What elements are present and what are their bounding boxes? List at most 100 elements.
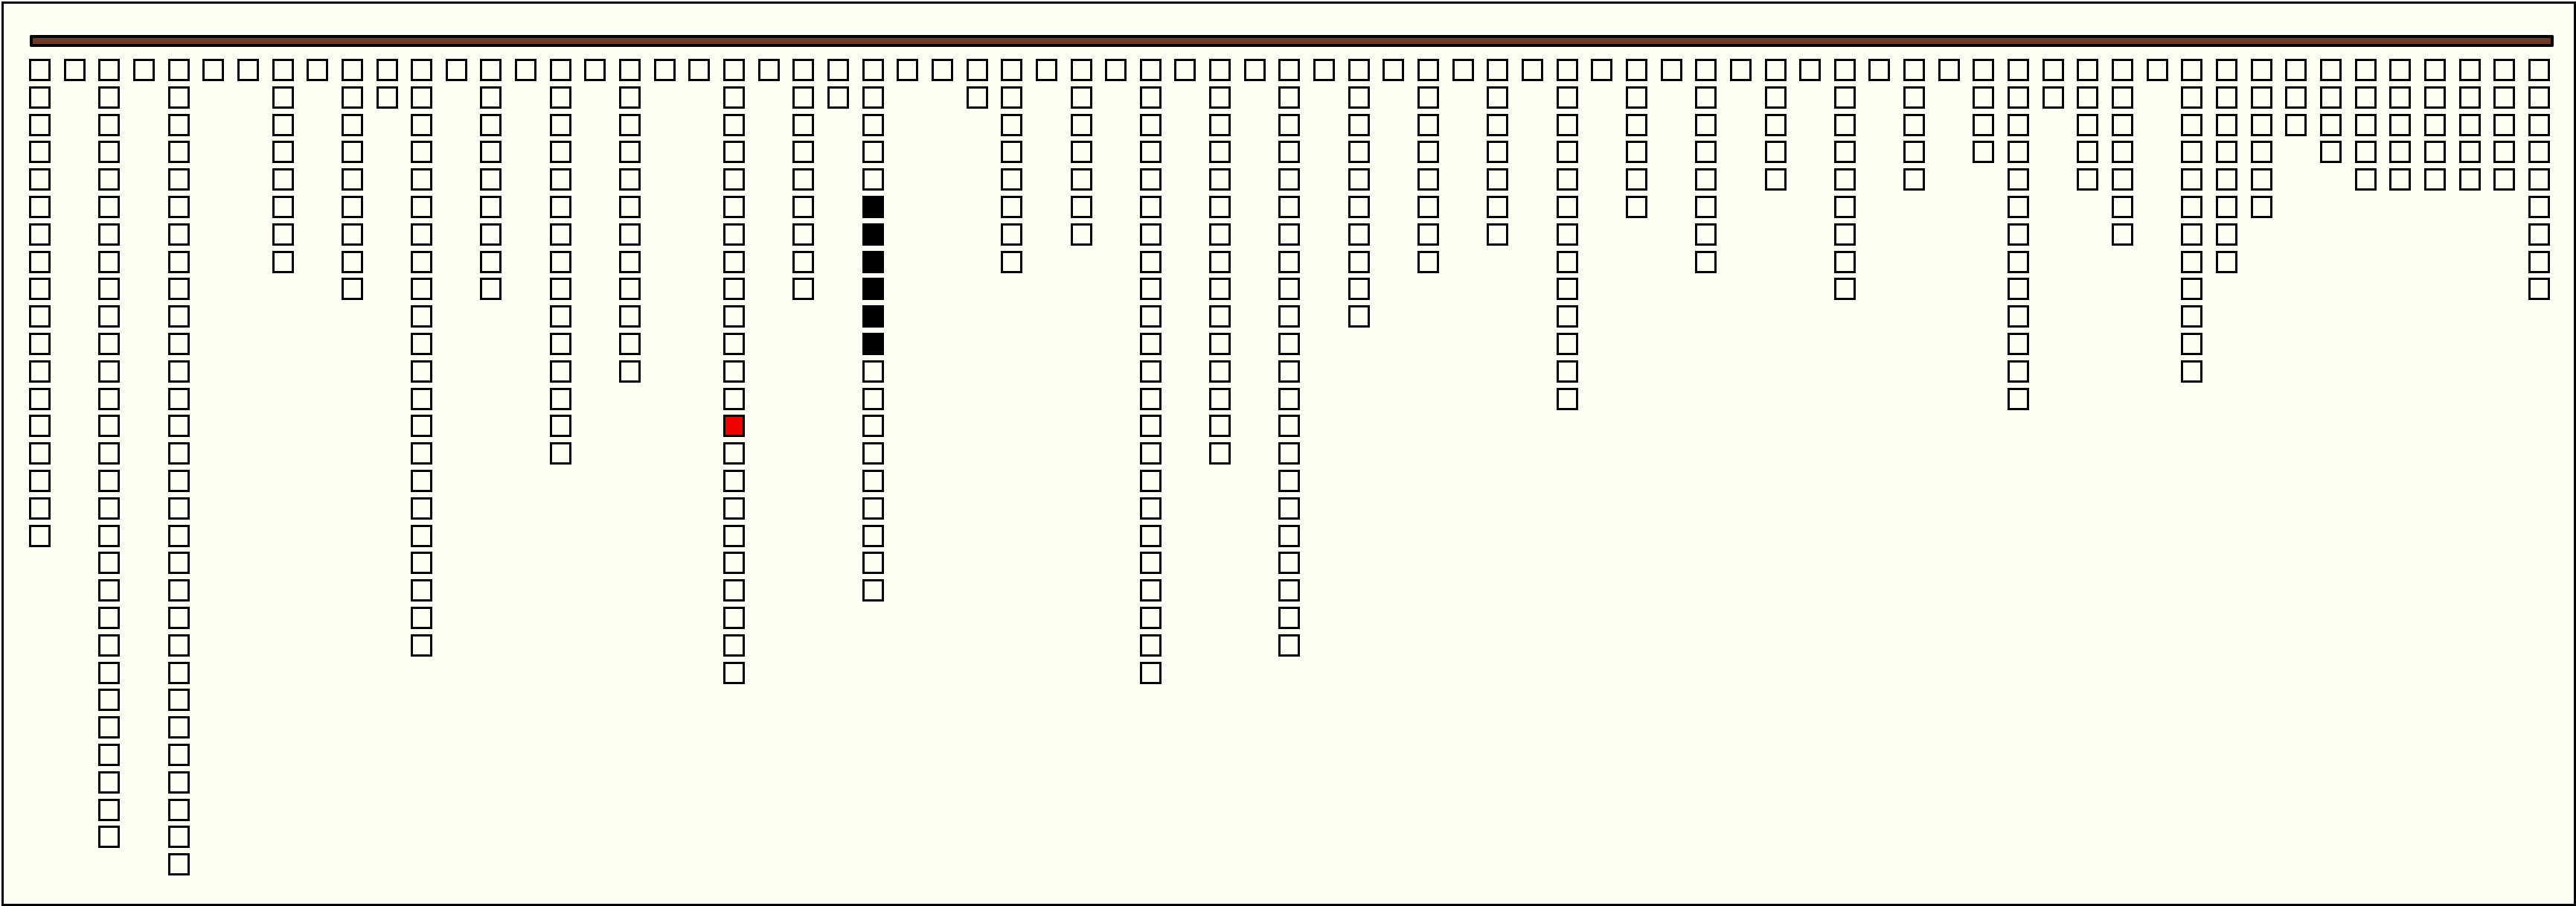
cell[interactable] [168, 415, 190, 437]
cell[interactable] [2216, 223, 2237, 246]
cell[interactable] [1348, 223, 1370, 246]
cell[interactable] [480, 59, 502, 81]
cell[interactable] [272, 59, 294, 81]
cell[interactable] [1557, 251, 1578, 273]
cell[interactable] [1140, 251, 1162, 273]
cell[interactable] [98, 223, 120, 246]
cell[interactable] [1626, 168, 1647, 191]
cell[interactable] [1487, 223, 1508, 246]
cell[interactable] [1140, 607, 1162, 629]
cell[interactable] [1001, 86, 1022, 109]
cell[interactable] [2112, 168, 2133, 191]
cell[interactable] [2528, 251, 2550, 273]
cell[interactable] [411, 114, 432, 136]
cell[interactable] [723, 223, 745, 246]
cell[interactable] [1417, 196, 1439, 218]
cell[interactable] [342, 59, 363, 81]
cell[interactable] [2528, 278, 2550, 300]
cell[interactable] [1799, 59, 1821, 81]
cell[interactable] [1140, 196, 1162, 218]
cell[interactable] [29, 114, 51, 136]
cell[interactable] [1036, 59, 1057, 81]
cell[interactable] [2181, 196, 2202, 218]
cell[interactable] [1071, 86, 1092, 109]
cell[interactable] [1209, 415, 1231, 437]
cell[interactable] [1417, 141, 1439, 163]
cell[interactable] [1452, 59, 1474, 81]
cell[interactable] [1765, 141, 1787, 163]
cell[interactable] [29, 470, 51, 492]
cell[interactable] [2077, 168, 2098, 191]
cell[interactable] [98, 196, 120, 218]
cell[interactable] [1834, 251, 1856, 273]
cell[interactable] [792, 168, 814, 191]
cell[interactable] [1001, 114, 1022, 136]
cell[interactable] [2320, 59, 2342, 81]
cell[interactable] [2424, 86, 2446, 109]
cell[interactable] [2077, 59, 2098, 81]
cell[interactable] [1557, 388, 1578, 410]
cell[interactable] [862, 579, 884, 602]
cell[interactable] [1140, 525, 1162, 547]
cell[interactable] [1278, 415, 1300, 437]
cell[interactable] [1903, 59, 1925, 81]
cell[interactable] [2528, 223, 2550, 246]
cell[interactable] [723, 168, 745, 191]
cell[interactable] [202, 59, 224, 81]
cell[interactable] [480, 278, 502, 300]
cell[interactable] [1417, 251, 1439, 273]
cell[interactable] [862, 552, 884, 574]
cell[interactable] [2459, 114, 2481, 136]
cell[interactable] [1140, 59, 1162, 81]
cell[interactable] [862, 59, 884, 81]
cell[interactable] [29, 223, 51, 246]
cell[interactable] [1001, 223, 1022, 246]
cell[interactable] [723, 497, 745, 520]
cell[interactable] [1209, 251, 1231, 273]
cell[interactable] [168, 853, 190, 875]
cell[interactable] [2216, 196, 2237, 218]
cell[interactable] [862, 168, 884, 191]
filled-cell[interactable] [862, 251, 884, 273]
cell[interactable] [1557, 278, 1578, 300]
cell[interactable] [98, 662, 120, 684]
cell[interactable] [862, 141, 884, 163]
cell[interactable] [411, 634, 432, 657]
cell[interactable] [98, 744, 120, 766]
cell[interactable] [98, 634, 120, 657]
cell[interactable] [2181, 114, 2202, 136]
cell[interactable] [550, 415, 571, 437]
cell[interactable] [1487, 114, 1508, 136]
cell[interactable] [411, 360, 432, 383]
cell[interactable] [2042, 59, 2064, 81]
cell[interactable] [2355, 114, 2377, 136]
cell[interactable] [2528, 86, 2550, 109]
cell[interactable] [654, 59, 676, 81]
filled-cell[interactable] [862, 196, 884, 218]
cell[interactable] [411, 470, 432, 492]
cell[interactable] [1348, 196, 1370, 218]
cell[interactable] [723, 333, 745, 355]
cell[interactable] [1278, 305, 1300, 328]
cell[interactable] [550, 305, 571, 328]
cell[interactable] [862, 442, 884, 465]
cell[interactable] [1140, 662, 1162, 684]
cell[interactable] [1140, 333, 1162, 355]
cell[interactable] [584, 59, 606, 81]
cell[interactable] [1071, 59, 1092, 81]
cell[interactable] [2493, 86, 2515, 109]
cell[interactable] [792, 251, 814, 273]
cell[interactable] [723, 360, 745, 383]
cell[interactable] [2008, 114, 2029, 136]
filled-cell[interactable] [862, 223, 884, 246]
cell[interactable] [2389, 59, 2411, 81]
cell[interactable] [1348, 251, 1370, 273]
cell[interactable] [168, 59, 190, 81]
cell[interactable] [1487, 59, 1508, 81]
cell[interactable] [1209, 305, 1231, 328]
cell[interactable] [29, 497, 51, 520]
cell[interactable] [2424, 59, 2446, 81]
cell[interactable] [1834, 223, 1856, 246]
cell[interactable] [550, 442, 571, 465]
cell[interactable] [168, 662, 190, 684]
